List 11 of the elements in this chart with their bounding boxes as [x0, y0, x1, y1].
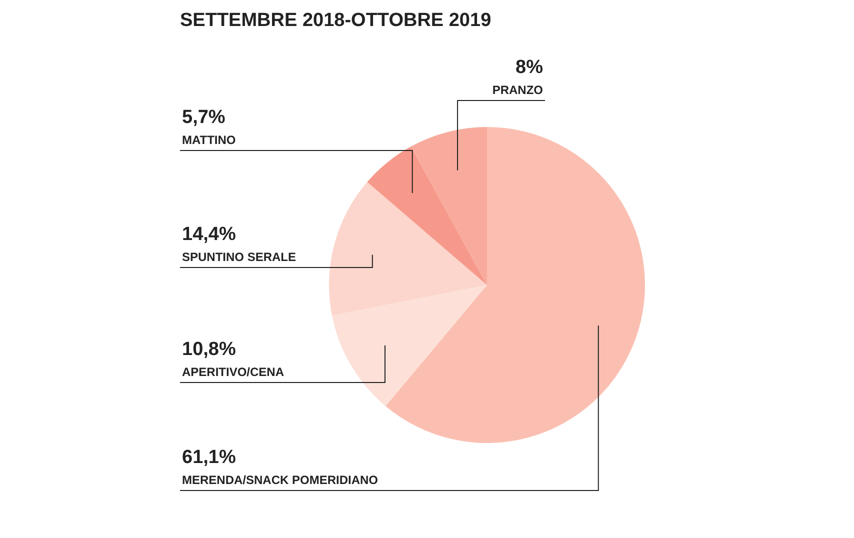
- chart-title: SETTEMBRE 2018-OTTOBRE 2019: [180, 10, 492, 31]
- slice-label: APERITIVO/CENA: [182, 365, 284, 379]
- slice-label: SPUNTINO SERALE: [182, 250, 296, 264]
- data-label: 10,8%: [182, 339, 236, 360]
- slice-label: MATTINO: [182, 133, 236, 147]
- data-label: 8%: [516, 57, 544, 78]
- data-label: 5,7%: [182, 107, 226, 128]
- data-label: 61,1%: [182, 447, 236, 468]
- slice-label: PRANZO: [492, 83, 543, 97]
- slice-label: MERENDA/SNACK POMERIDIANO: [182, 473, 378, 487]
- data-label: 14,4%: [182, 224, 236, 245]
